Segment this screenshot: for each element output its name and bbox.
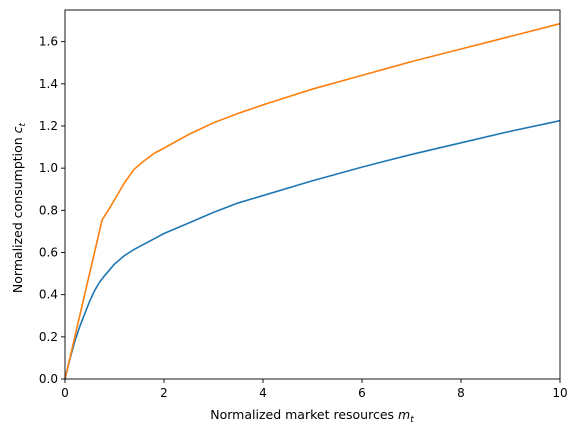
x-axis-label: Normalized market resources mt: [210, 407, 414, 425]
x-tick-label: 2: [160, 386, 168, 400]
y-tick-label: 1.4: [39, 77, 58, 91]
y-tick-label: 1.6: [39, 35, 58, 49]
y-tick-label: 0.4: [39, 288, 58, 302]
series-line-2: [64, 22, 561, 380]
x-tick-label: 6: [358, 386, 366, 400]
plot-frame: [64, 9, 561, 380]
x-tick-label: 10: [552, 386, 567, 400]
y-axis-label-var: c: [10, 126, 25, 133]
x-tick-label: 0: [61, 386, 69, 400]
y-tick-label: 0.8: [39, 203, 58, 217]
y-tick-label: 0.2: [39, 330, 58, 344]
y-tick-label: 1.2: [39, 119, 58, 133]
x-axis-label-var: m: [398, 407, 410, 422]
series-layer: [64, 22, 561, 380]
x-axis-label-sub: t: [410, 415, 414, 425]
y-tick-label: 0.0: [39, 372, 58, 386]
y-tick-label: 1.0: [39, 161, 58, 175]
y-tick-label: 0.6: [39, 245, 58, 259]
y-axis-label: Normalized consumption ct: [10, 122, 28, 293]
ticks-layer: 0 2 4 6 8 10 0.0 0.2 0.4 0.6 0.8 1.0 1.2 1.4 1.6: [39, 35, 568, 400]
y-axis-label-sub: t: [18, 122, 28, 126]
x-tick-label: 8: [457, 386, 465, 400]
x-axis-label-text: Normalized market resources: [210, 407, 398, 422]
y-axis-label-text: Normalized consumption: [10, 133, 25, 293]
series-line-1: [64, 119, 561, 380]
x-tick-label: 4: [259, 386, 267, 400]
